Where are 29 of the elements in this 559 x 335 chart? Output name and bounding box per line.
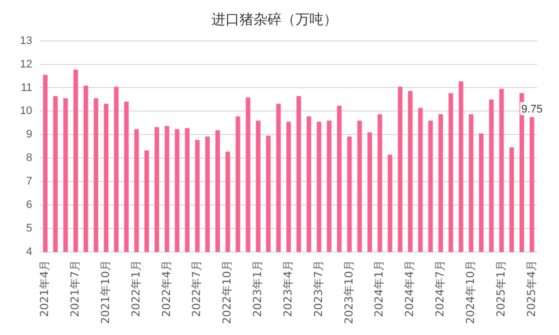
x-tick-label: 2024年1月 (372, 260, 386, 318)
y-tick-label: 7 (26, 176, 32, 188)
y-tick-label: 13 (20, 34, 32, 47)
x-tick-label: 2024年10月 (464, 260, 477, 324)
x-tick-label: 2023年7月 (312, 260, 325, 318)
x-tick-label: 2023年10月 (342, 260, 356, 324)
x-tick-label: 2023年1月 (251, 260, 264, 318)
chart-title: 进口猪杂碎（万吨） (212, 12, 338, 28)
x-tick-label: 2025年1月 (494, 260, 508, 318)
x-tick-label: 2025年4月 (524, 260, 538, 318)
x-tick-label: 2022年10月 (220, 260, 234, 324)
y-tick-label: 5 (26, 222, 32, 235)
x-tick-label: 2021年4月 (38, 260, 52, 318)
x-tick-label: 2024年4月 (403, 260, 416, 318)
x-tick-label: 2022年1月 (129, 260, 142, 318)
x-tick-label: 2023年4月 (281, 260, 294, 318)
x-tick-label: 2022年7月 (190, 260, 204, 318)
y-tick-label: 10 (20, 105, 32, 118)
x-tick-label: 2022年4月 (160, 260, 173, 318)
y-tick-label: 11 (20, 82, 32, 94)
x-tick-label: 2021年10月 (98, 260, 112, 324)
y-tick-label: 8 (26, 152, 32, 164)
y-tick-label: 6 (26, 199, 32, 212)
x-tick-label: 2021年7月 (68, 260, 82, 318)
x-tick-label: 2024年7月 (434, 260, 447, 318)
y-tick-label: 4 (26, 246, 32, 258)
y-tick-label: 12 (20, 58, 32, 70)
y-tick-label: 9 (26, 128, 32, 141)
data-label: 9.75 (521, 104, 543, 116)
